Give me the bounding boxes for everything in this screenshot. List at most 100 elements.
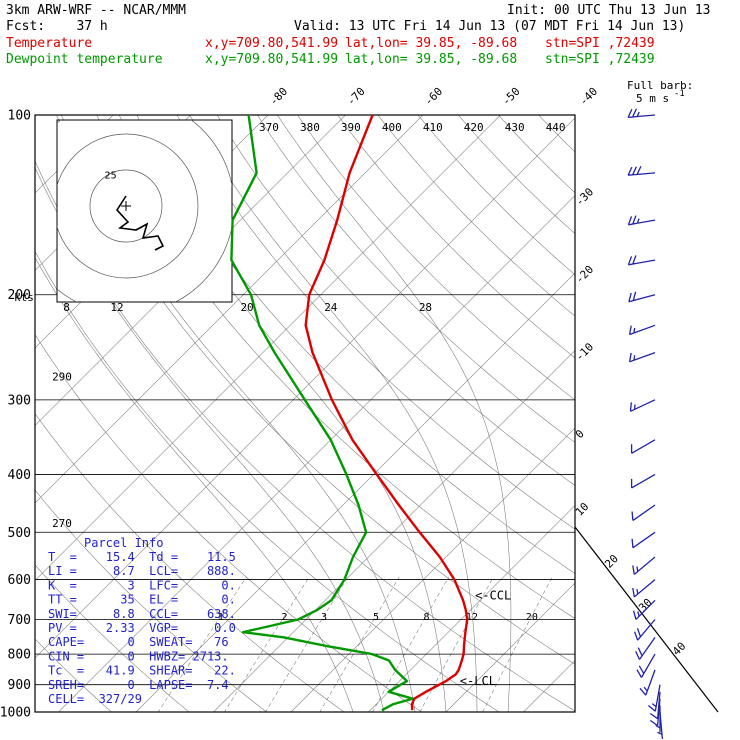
hodograph-ring — [57, 133, 199, 279]
isotherm-line — [523, 660, 575, 712]
isotherm-line — [368, 505, 575, 712]
mixing-ratio-label: 12 — [466, 612, 478, 623]
wind-barb — [629, 399, 656, 412]
mixing-ratio-label: 5 — [373, 612, 379, 623]
dry-adiabat-line — [176, 115, 575, 530]
temperature-legend-label: Temperature — [6, 36, 92, 51]
wind-barb — [635, 637, 656, 660]
mixing-ratio-label: 3 — [321, 612, 327, 623]
temperature-station: stn=SPI ,72439 — [545, 36, 655, 51]
parcel-info-title: Parcel Info — [84, 536, 163, 550]
mixing-ratio-label: 1 — [218, 612, 224, 623]
moist-adiabat-line — [35, 167, 385, 712]
temperature-curve — [304, 114, 469, 711]
wind-barb — [639, 669, 656, 696]
pressure-label: 900 — [8, 678, 31, 693]
theta-label-top: 400 — [382, 121, 402, 134]
parcel-info-row: T = 15.4 Td = 11.5 — [48, 550, 236, 564]
mixing-ratio-line — [157, 576, 247, 712]
hodograph-trace — [115, 195, 165, 251]
isotherm-label-top: -70 — [344, 85, 367, 108]
dry-adiabat-line — [257, 115, 575, 443]
mixing-ratio-label: 20 — [526, 612, 538, 623]
parcel-info-row: Tc = 41.9 SHEAR= 22. — [48, 664, 236, 678]
wind-barb — [649, 698, 661, 727]
wind-barb — [632, 579, 656, 598]
isotherm-line — [601, 115, 740, 712]
axis-labels: 100 200 300 400 500 600 700 800 900 1000 -80 -70 -60… — [0, 85, 688, 721]
wind-barb — [636, 653, 656, 678]
isotherm-label-diagonal: 30 — [636, 596, 655, 615]
dry-adiabat-line — [297, 115, 575, 401]
theta-label-left: 270 — [52, 517, 72, 530]
isotherm-label-diagonal: 20 — [602, 552, 621, 571]
dry-adiabat-line — [35, 250, 500, 712]
isotherm-label-right: -30 — [573, 185, 596, 208]
isotherm-line — [35, 115, 346, 426]
theta-label-left: 290 — [52, 370, 72, 383]
theta-label-top: 370 — [259, 121, 279, 134]
kts-label: kts — [14, 291, 34, 304]
dry-adiabat-line — [35, 413, 345, 712]
theta-label-top: 430 — [505, 121, 525, 134]
mixing-ratio-label: 8 — [423, 612, 429, 623]
pressure-label: 600 — [8, 573, 31, 588]
parcel-info-row: CIN = 0 HWBZ= 2713. — [48, 649, 229, 663]
mixing-ratio-label: 2 — [282, 612, 288, 623]
parcel-info-row: SWI= 8.8 CCL= 638. — [48, 607, 236, 621]
parcel-info-row: PV = 2.33 VGP= 0.0 — [48, 621, 236, 635]
init-time: Init: 00 UTC Thu 13 Jun 13 — [507, 3, 711, 18]
mixing-ratio-line — [372, 576, 450, 712]
diagonal-border — [574, 526, 719, 713]
dry-adiabat-line — [35, 564, 190, 712]
dewpoint-legend-label: Dewpoint temperature — [6, 52, 163, 67]
wind-barb — [647, 684, 661, 712]
wind-barb — [628, 324, 656, 336]
hodograph-ring — [89, 169, 163, 243]
isotherm-line — [58, 195, 575, 712]
isotherm-label-top: -50 — [499, 85, 522, 108]
wind-barb — [631, 531, 656, 549]
pressure-label: 1000 — [0, 706, 31, 721]
isotherm-line — [445, 582, 575, 712]
dewpoint-xy: x,y=709.80,541.99 — [205, 52, 338, 67]
moist-adiabat-label: 24 — [324, 301, 338, 314]
pressure-label: 300 — [8, 393, 31, 408]
wind-barb-column — [627, 108, 664, 739]
isotherm-label-top: -40 — [577, 85, 600, 108]
wind-barb — [627, 255, 656, 266]
skewt-background-lines — [35, 115, 740, 712]
theta-label-top: 390 — [341, 121, 361, 134]
forecast-hour: Fcst: 37 h — [6, 19, 108, 34]
isotherm-label-right: -20 — [573, 263, 596, 286]
wind-barb — [631, 504, 656, 522]
moist-adiabat-label: 20 — [240, 301, 253, 314]
theta-label-top: 420 — [464, 121, 484, 134]
temperature-latlon: lat,lon= 39.85, -89.68 — [345, 36, 517, 51]
moist-adiabat-label: 8 — [63, 301, 70, 314]
model-title: 3km ARW-WRF -- NCAR/MMM — [6, 3, 186, 18]
wind-barb — [630, 439, 656, 454]
isotherm-label-top: -60 — [422, 85, 445, 108]
wind-barb — [628, 351, 656, 363]
wind-barb — [627, 215, 656, 226]
isotherm-line — [290, 427, 575, 712]
pressure-label: 100 — [8, 109, 31, 124]
moist-adiabat-line — [277, 115, 512, 712]
parcel-info-row: LI = 8.7 LCL= 888. — [48, 564, 236, 578]
wind-barb — [632, 556, 656, 575]
dry-adiabat-line — [417, 115, 575, 276]
parcel-info-row: CELL= 327/29 — [48, 692, 142, 706]
dry-adiabat-line — [216, 115, 575, 486]
hodograph-box — [56, 119, 233, 303]
header: 3km ARW-WRF -- NCAR/MMM Init: 00 UTC Thu… — [6, 3, 711, 304]
dry-adiabat-line — [457, 115, 575, 234]
theta-label-top: 440 — [546, 121, 566, 134]
theta-label-top: 410 — [423, 121, 443, 134]
dewpoint-station: stn=SPI ,72439 — [545, 52, 655, 67]
wind-barb — [630, 473, 656, 489]
moist-adiabat-line — [35, 256, 354, 712]
parcel-info-row: SREH= 0 LAPSE= 7.4 — [48, 678, 229, 692]
